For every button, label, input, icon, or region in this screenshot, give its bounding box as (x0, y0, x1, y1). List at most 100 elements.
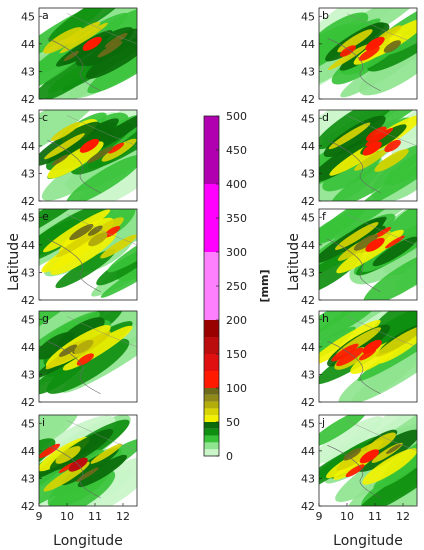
rain-band (363, 248, 417, 300)
rain-band (39, 415, 79, 463)
y-tick-label: 42 (21, 294, 35, 307)
y-tick-label: 45 (301, 313, 315, 326)
y-tick-label: 45 (21, 211, 35, 224)
x-tick-label: 12 (396, 510, 410, 523)
coastline (327, 38, 381, 91)
region-border (66, 13, 137, 45)
coastline (327, 445, 381, 498)
rain-band (319, 110, 404, 154)
panel-e: e 45 44 43 42 (21, 208, 138, 307)
rain-band (378, 335, 417, 364)
colorbar-bin (204, 371, 219, 388)
y-tick-label: 43 (21, 65, 35, 78)
colorbar-bin (204, 184, 219, 252)
rain-band (59, 22, 108, 54)
y-tick-label: 43 (21, 167, 35, 180)
x-axis-label-right: Longitude (333, 533, 403, 549)
rain-band (75, 467, 99, 483)
rain-band (44, 133, 85, 160)
rain-band (383, 223, 417, 276)
rain-band (39, 110, 100, 172)
rain-band (39, 209, 117, 260)
precip-field (39, 415, 137, 506)
rain-band (384, 139, 401, 153)
panel-letter: j (321, 416, 325, 429)
rain-band (337, 29, 373, 53)
precip-maximum (362, 141, 382, 156)
precip-field (319, 8, 417, 99)
panel-d: d 45 44 43 42 (301, 109, 418, 208)
panel-h: h 45 44 43 42 (301, 310, 418, 409)
x-tick-label: 11 (88, 510, 102, 523)
coastline (327, 341, 381, 394)
panel-frame (318, 7, 418, 100)
rain-band (55, 446, 81, 464)
colorbar-tick-label: 50 (226, 416, 240, 429)
y-tick-label: 45 (21, 10, 35, 23)
panel-letter: c (42, 111, 48, 124)
colorbar-tick-label: 200 (226, 314, 247, 327)
y-tick-label: 43 (301, 472, 315, 485)
rain-band (353, 234, 378, 251)
panel-j: j 45 44 43 429 10 11 12 (301, 414, 418, 523)
y-tick-label: 45 (301, 112, 315, 125)
rain-band (51, 154, 69, 166)
coastline (47, 140, 101, 193)
panel-frame (318, 414, 418, 507)
rain-band (56, 229, 99, 258)
rain-band (55, 249, 116, 289)
panel-letter: f (322, 210, 327, 223)
y-tick-label: 42 (301, 195, 315, 208)
rain-band (100, 233, 137, 298)
panel-letter: h (322, 312, 329, 325)
rain-band (388, 468, 417, 506)
y-tick-label: 45 (21, 112, 35, 125)
panel-letter: b (322, 9, 329, 22)
panel-frame (318, 310, 418, 403)
region-border (66, 115, 137, 147)
precip-field (39, 8, 137, 99)
y-axis-label-right: Latitude (286, 233, 302, 291)
rain-band (365, 127, 394, 147)
y-tick-label: 43 (301, 368, 315, 381)
rain-band (374, 148, 409, 172)
rain-band (391, 112, 417, 160)
y-tick-label: 44 (21, 445, 35, 458)
x-tick-label: 12 (116, 510, 130, 523)
y-tick-label: 42 (301, 93, 315, 106)
colorbar-tick-label: 0 (226, 450, 233, 463)
rain-band (386, 8, 417, 55)
y-tick-label: 45 (21, 417, 35, 430)
y-tick-label: 44 (301, 140, 315, 153)
rain-band (59, 344, 78, 357)
y-tick-label: 42 (301, 500, 315, 513)
rain-band (355, 457, 417, 506)
rain-band (330, 143, 417, 201)
region-border (346, 115, 417, 147)
coastline (327, 140, 381, 193)
x-tick-label: 9 (36, 510, 43, 523)
colorbar-bin (204, 354, 219, 371)
rain-band (66, 154, 137, 201)
panel-frame (318, 208, 418, 301)
precip-field (319, 209, 417, 300)
y-tick-label: 45 (21, 313, 35, 326)
precip-maximum (88, 232, 108, 247)
y-tick-label: 42 (21, 93, 35, 106)
rain-band (362, 448, 417, 485)
colorbar-tick-label: 400 (226, 178, 247, 191)
rain-band (85, 33, 137, 79)
x-axis-label-left: Longitude (53, 533, 123, 549)
rain-band (328, 122, 371, 150)
x-tick-label: 11 (368, 510, 382, 523)
colorbar-bin (204, 435, 219, 443)
colorbar-label: [mm] (258, 270, 271, 303)
y-tick-label: 43 (21, 266, 35, 279)
y-tick-label: 42 (301, 294, 315, 307)
rain-band (46, 338, 130, 394)
colorbar-tick-label: 300 (226, 246, 247, 259)
rain-band (375, 326, 417, 357)
rain-band (86, 146, 114, 164)
precip-field (319, 415, 417, 506)
